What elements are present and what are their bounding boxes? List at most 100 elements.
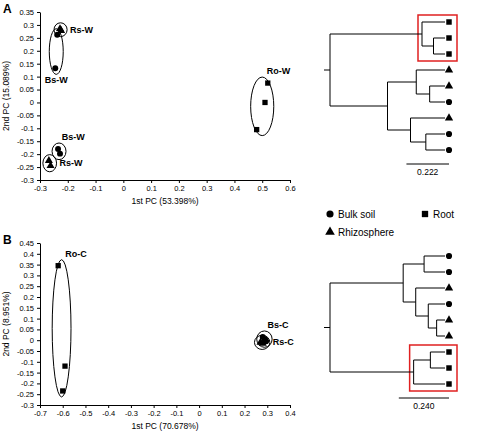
branch-horizontal: [403, 264, 424, 265]
x-tick-label: 0.1: [217, 409, 227, 418]
y-tick-label: -0.2: [21, 379, 34, 388]
group-label: Ro-C: [65, 249, 87, 259]
point: [254, 127, 259, 132]
branch-vertical: [415, 288, 416, 316]
branch-horizontal: [414, 360, 431, 361]
branch-horizontal: [428, 328, 436, 329]
x-tick-label: 0.2: [240, 409, 250, 418]
x-tick-label: -0.3: [34, 184, 47, 193]
x-tick: 0.5: [258, 180, 268, 193]
x-tick: -0.6: [57, 405, 70, 418]
branch-horizontal: [430, 352, 445, 353]
y-tick: 0.15: [19, 304, 40, 313]
y-tick-label: 0.25: [19, 282, 34, 291]
y-tick-mark: [37, 243, 40, 244]
leaf-marker: [446, 99, 452, 105]
x-tick-label: -0.7: [34, 409, 47, 418]
leaf-marker: [446, 35, 451, 40]
x-tick-mark: [96, 180, 97, 183]
branch-horizontal: [388, 82, 417, 83]
y-tick-label: -0.3: [21, 401, 34, 410]
x-tick-mark: [154, 405, 155, 408]
y-tick-mark: [37, 102, 40, 103]
legend-symbol: [325, 226, 335, 234]
y-tick-label: 0.05: [19, 85, 34, 94]
legend-item: Rhizosphere: [325, 226, 394, 237]
y-tick: 0.2: [24, 293, 40, 302]
series: [254, 80, 270, 132]
y-tick-mark: [37, 373, 40, 374]
x-tick: -0.7: [34, 405, 47, 418]
leaf-marker: [445, 315, 453, 322]
x-tick-mark: [63, 405, 64, 408]
y-tick-mark: [37, 286, 40, 287]
x-tick: -0.2: [62, 180, 75, 193]
y-tick-mark: [37, 275, 40, 276]
y-tick-mark: [37, 362, 40, 363]
highlight-boxes: [410, 345, 457, 391]
group-label: Bs-W: [45, 75, 69, 85]
x-tick: -0.1: [90, 180, 103, 193]
branch-vertical: [428, 304, 429, 328]
x-tick: 0.6: [285, 180, 295, 193]
x-tick: 0.3: [202, 180, 212, 193]
leaf-marker: [445, 65, 453, 72]
y-axis: -0.3-0.25-0.2-0.15-0.1-0.0500.050.10.150…: [17, 239, 41, 410]
y-tick-label: 0.1: [24, 315, 34, 324]
y-axis-line: [40, 244, 41, 406]
branch-horizontal: [422, 46, 434, 47]
y-tick-label: 0.1: [24, 73, 34, 82]
y-tick-label: 0: [30, 98, 34, 107]
group-labels: Rs-WBs-WBs-WRs-WRo-W: [45, 25, 291, 168]
scatter-panel: -0.3-0.2-0.100.10.20.30.40.50.6-0.3-0.25…: [1, 2, 296, 206]
y-tick-label: 0.3: [24, 21, 34, 30]
y-tick-mark: [37, 254, 40, 255]
y-tick: 0.45: [19, 239, 40, 248]
y-tick: 0.25: [19, 34, 40, 43]
y-tick-mark: [37, 308, 40, 309]
y-tick: -0.2: [21, 379, 40, 388]
y-tick-mark: [37, 141, 40, 142]
leaf-marker: [446, 269, 452, 275]
x-axis: -0.7-0.6-0.5-0.4-0.3-0.2-0.100.10.20.30.…: [34, 405, 296, 418]
dendrogram: 0.222: [324, 15, 457, 177]
group-label: Bs-W: [62, 132, 86, 142]
x-tick-label: 0.3: [263, 409, 273, 418]
x-tick-label: 0.3: [202, 184, 212, 193]
y-tick-mark: [37, 340, 40, 341]
y-tick: 0: [30, 98, 40, 107]
x-tick-mark: [245, 405, 246, 408]
y-tick: -0.25: [17, 163, 40, 172]
x-tick-mark: [199, 405, 200, 408]
point: [265, 80, 270, 85]
group-ellipse: [254, 335, 269, 349]
y-axis-line: [40, 13, 41, 181]
branch-horizontal: [388, 130, 411, 131]
leaf-marker: [446, 253, 452, 259]
x-tick-mark: [131, 405, 132, 408]
panel-label: A: [3, 2, 12, 16]
x-tick-mark: [290, 405, 291, 408]
y-tick-label: 0.4: [24, 250, 34, 259]
branch-horizontal: [426, 134, 445, 135]
group-label: Bs-C: [268, 320, 290, 330]
x-tick: 0.1: [146, 180, 156, 193]
branch-horizontal: [416, 288, 445, 289]
x-axis-line: [41, 405, 291, 406]
x-tick: -0.3: [34, 180, 47, 193]
branch-horizontal: [430, 86, 445, 87]
root-stub: [324, 70, 330, 71]
x-tick-label: -0.5: [79, 409, 92, 418]
figure: -0.3 -0.2 -0.1 0 0.1 0.2 0.3 0.4 0.5 0.6 -0.3 -0.25…: [0, 0, 478, 437]
y-tick-label: -0.3: [21, 176, 34, 185]
x-tick-mark: [68, 180, 69, 183]
y-tick: -0.15: [17, 369, 40, 378]
x-tick-mark: [151, 180, 152, 183]
scale-bar: [406, 164, 449, 165]
y-tick-mark: [37, 180, 40, 181]
point: [62, 363, 67, 368]
y-tick-label: 0.3: [24, 271, 34, 280]
y-tick: 0: [30, 336, 40, 345]
x-tick: 0: [122, 180, 126, 193]
y-tick-mark: [37, 90, 40, 91]
